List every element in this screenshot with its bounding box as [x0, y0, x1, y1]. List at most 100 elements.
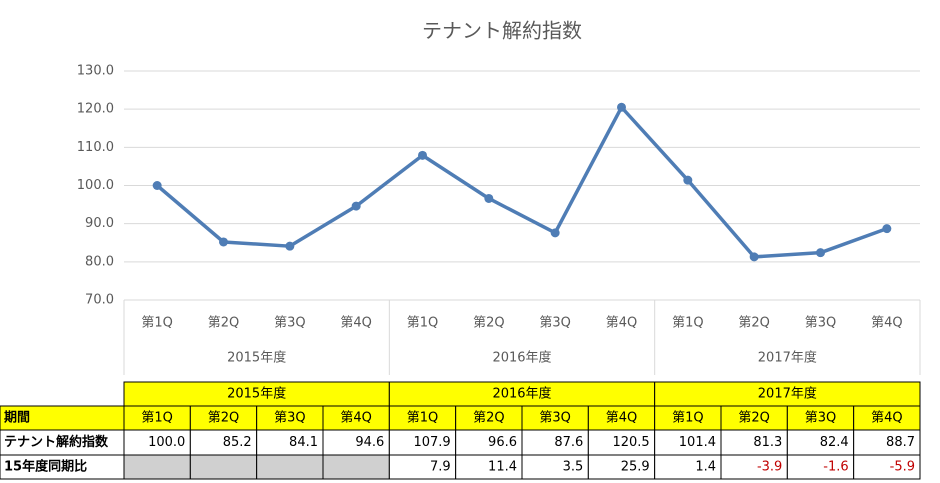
row-label: 15年度同期比	[4, 459, 87, 475]
table-cell	[189, 454, 258, 480]
table-value: 25.9	[621, 460, 650, 475]
table-cell	[455, 429, 523, 456]
table-value: 1.4	[695, 460, 716, 475]
y-tick-label: 100.0	[77, 178, 114, 193]
table-column-label: 第3Q	[805, 411, 837, 426]
table-column-label: 第2Q	[208, 411, 240, 426]
table-cell	[853, 429, 921, 456]
y-tick-label: 80.0	[85, 254, 114, 269]
table-value: -5.9	[890, 460, 915, 475]
table-column-label: 第3Q	[274, 411, 306, 426]
table-cell	[0, 405, 125, 431]
x-tick-label: 第4Q	[871, 316, 903, 331]
x-tick-label: 第4Q	[606, 316, 638, 331]
data-point	[418, 150, 427, 160]
data-point	[749, 252, 759, 262]
row-label: テナント解約指数	[4, 434, 109, 450]
table-cell	[853, 405, 921, 431]
data-point	[285, 241, 295, 251]
table-column-label: 第2Q	[738, 411, 770, 426]
table-column-label: 第4Q	[340, 411, 372, 426]
table-value: 87.6	[554, 435, 583, 450]
x-tick-label: 第3Q	[805, 316, 837, 331]
table-value: 94.6	[355, 435, 384, 450]
table-cell	[521, 454, 589, 480]
x-tick-label: 第4Q	[340, 316, 372, 331]
table-column-label: 第3Q	[539, 411, 571, 426]
table-column-label: 第1Q	[672, 411, 704, 426]
data-point	[152, 181, 162, 190]
row-label: 期間	[4, 411, 30, 426]
table-cell	[587, 429, 656, 456]
x-tick-label: 第1Q	[141, 316, 173, 331]
table-header-cell	[388, 381, 656, 407]
table-cell	[123, 405, 191, 431]
table-header-cell	[123, 381, 390, 407]
x-tick-label: 第1Q	[407, 316, 439, 331]
x-tick-label: 第2Q	[473, 316, 505, 331]
table-value: 101.4	[679, 435, 716, 450]
y-tick-label: 120.0	[77, 102, 114, 117]
table-cell	[786, 405, 855, 431]
table-header-cell	[654, 381, 921, 407]
group-label: 2017年度	[758, 350, 817, 366]
data-point	[683, 175, 693, 185]
y-tick-label: 110.0	[77, 140, 114, 155]
table-value: 7.9	[430, 460, 451, 475]
data-point	[219, 237, 228, 247]
table-header-text: 2015年度	[227, 386, 286, 402]
table-cell	[256, 454, 324, 480]
x-tick-label: 第3Q	[274, 316, 306, 331]
table-cell	[654, 405, 722, 431]
table-cell	[388, 405, 457, 431]
group-label: 2016年度	[492, 350, 551, 366]
table-cell	[388, 429, 457, 456]
data-point	[617, 102, 626, 112]
y-tick-label: 90.0	[85, 216, 114, 231]
data-point	[550, 228, 560, 238]
x-tick-label: 第2Q	[738, 316, 770, 331]
table-value: 11.4	[488, 460, 517, 475]
table-column-label: 第2Q	[473, 411, 505, 426]
table-value: 82.4	[820, 435, 849, 450]
table-cell	[322, 454, 390, 480]
y-tick-label: 70.0	[85, 293, 114, 308]
data-point	[484, 193, 494, 203]
chart-title: テナント解約指数	[422, 19, 582, 43]
table-value: 107.9	[413, 435, 450, 450]
table-cell	[786, 454, 855, 480]
table-value: 120.5	[612, 435, 649, 450]
x-tick-label: 第2Q	[208, 316, 240, 331]
table-value: 96.6	[488, 435, 517, 450]
x-tick-label: 第3Q	[539, 316, 571, 331]
data-point	[816, 248, 825, 258]
table-cell	[0, 454, 125, 480]
table-column-label: 第1Q	[407, 411, 439, 426]
table-header-text: 2016年度	[492, 386, 551, 402]
data-point	[882, 224, 892, 234]
table-cell	[720, 429, 788, 456]
group-label: 2015年度	[227, 350, 286, 366]
table-column-label: 第1Q	[141, 411, 173, 426]
table-header-text: 2017年度	[758, 386, 817, 402]
table-value: 81.3	[753, 435, 782, 450]
table-value: -1.6	[823, 460, 848, 475]
data-point	[351, 201, 361, 211]
table-column-label: 第4Q	[606, 411, 638, 426]
table-value: 100.0	[148, 435, 185, 450]
table-value: -3.9	[757, 460, 782, 475]
x-tick-label: 第1Q	[672, 316, 704, 331]
table-cell	[853, 454, 921, 480]
table-column-label: 第4Q	[871, 411, 903, 426]
y-tick-label: 130.0	[77, 64, 114, 79]
table-cell	[0, 429, 125, 456]
table-cell	[654, 429, 722, 456]
table-cell	[455, 405, 523, 431]
series-line	[156, 105, 888, 259]
table-value: 88.7	[886, 435, 915, 450]
table-cell	[587, 405, 656, 431]
table-cell	[123, 454, 191, 480]
table-value: 85.2	[223, 435, 252, 450]
